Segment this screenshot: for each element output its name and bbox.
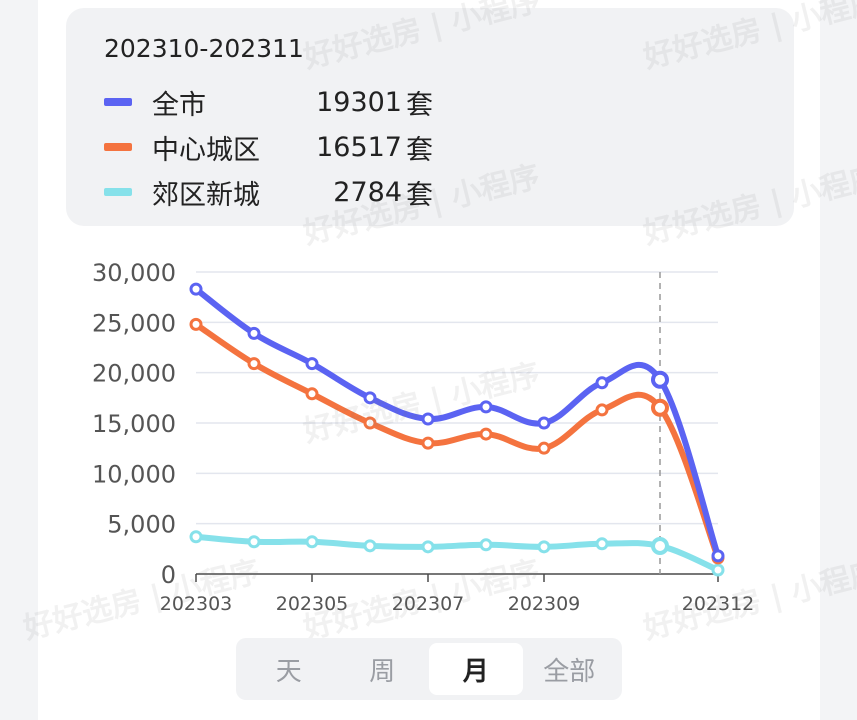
x-tick-label: 202312 (682, 593, 755, 615)
data-point (595, 376, 609, 390)
tooltip-name: 全市 (152, 89, 206, 121)
data-point (189, 530, 203, 544)
legend-swatch-suburb (104, 188, 132, 196)
y-tick-label: 20,000 (92, 360, 176, 388)
data-point (421, 436, 435, 450)
y-tick-label: 10,000 (92, 460, 176, 488)
data-point (247, 535, 261, 549)
data-point (711, 563, 725, 577)
data-point (711, 549, 725, 563)
y-tick-label: 5,000 (107, 511, 176, 539)
tooltip-value: 19301 (316, 86, 402, 118)
data-point (421, 540, 435, 554)
legend-swatch-center (104, 143, 132, 151)
tooltip-row-city: 全市 19301 套 (104, 84, 433, 121)
data-point (363, 391, 377, 405)
tooltip-period: 202310-202311 (104, 34, 304, 63)
tooltip-unit: 套 (406, 179, 433, 211)
data-point (363, 539, 377, 553)
data-point (595, 537, 609, 551)
data-point (189, 317, 203, 331)
tooltip-value: 2784 (333, 176, 402, 208)
data-point (537, 416, 551, 430)
legend-swatch-city (104, 98, 132, 106)
data-point (537, 441, 551, 455)
y-tick-label: 15,000 (92, 410, 176, 438)
tooltip-unit: 套 (406, 89, 433, 121)
data-point (651, 370, 669, 389)
chart-tooltip: 202310-202311 全市 19301 套 中心城区 16517 套 郊区… (66, 8, 794, 226)
y-tick-label: 0 (161, 561, 176, 589)
data-point (651, 398, 669, 417)
x-tick-label: 202303 (160, 593, 233, 615)
data-point (479, 400, 493, 414)
tooltip-name: 中心城区 (152, 134, 260, 166)
tab-month[interactable]: 月 (429, 643, 523, 695)
tab-week[interactable]: 周 (369, 656, 396, 687)
tab-day[interactable]: 天 (275, 656, 302, 687)
data-point (479, 427, 493, 441)
x-tick-label: 202305 (276, 593, 349, 615)
data-point (247, 357, 261, 371)
tooltip-unit: 套 (406, 134, 433, 166)
series-line (193, 321, 721, 561)
data-point (479, 538, 493, 552)
data-point (305, 387, 319, 401)
y-tick-label: 25,000 (92, 309, 176, 337)
x-tick-label: 202307 (392, 593, 465, 615)
data-point (363, 416, 377, 430)
tooltip-row-center: 中心城区 16517 套 (104, 129, 433, 166)
data-point (305, 535, 319, 549)
data-point (537, 540, 551, 554)
tooltip-name: 郊区新城 (152, 179, 260, 211)
x-tick-label: 202309 (508, 593, 581, 615)
data-point (421, 412, 435, 426)
data-point (247, 326, 261, 340)
tooltip-value: 16517 (316, 131, 402, 163)
data-point (595, 403, 609, 417)
tab-all[interactable]: 全部 (543, 656, 596, 687)
tooltip-row-suburb: 郊区新城 2784 套 (104, 174, 433, 211)
data-point (189, 282, 203, 296)
y-tick-label: 30,000 (92, 259, 176, 287)
data-point (651, 536, 669, 555)
period-tabs: 天 周 月 全部 (236, 638, 622, 700)
data-point (305, 357, 319, 371)
series-line (193, 533, 721, 573)
